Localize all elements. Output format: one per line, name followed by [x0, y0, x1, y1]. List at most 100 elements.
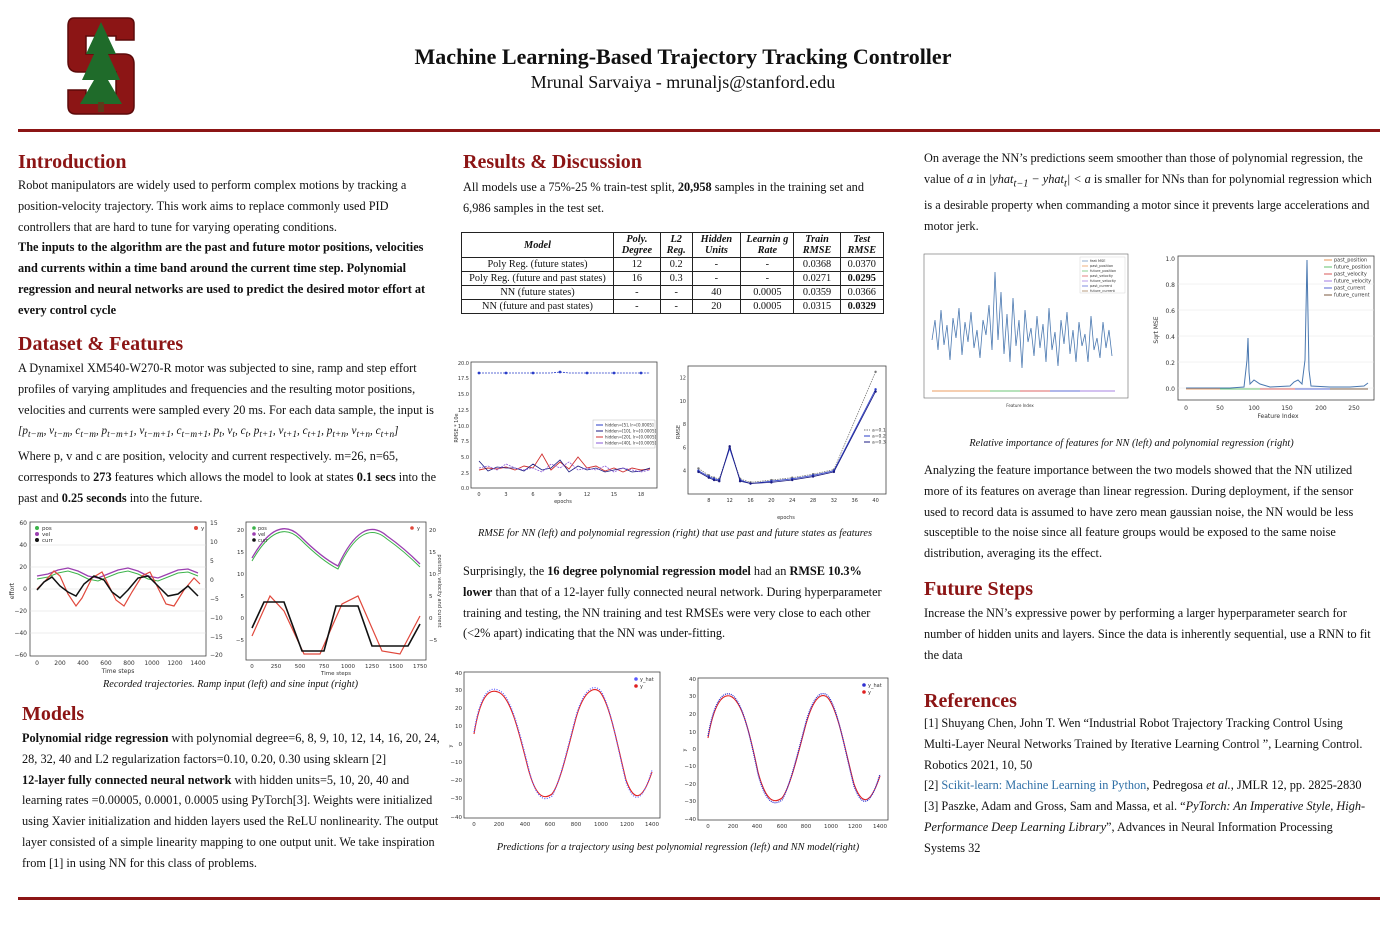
svg-text:Feature Index: Feature Index: [1006, 403, 1034, 408]
svg-text:250: 250: [271, 664, 282, 670]
smooth-text-e: is smaller for NNs than for polynomial r…: [924, 171, 1372, 233]
svg-text:0: 0: [250, 664, 254, 670]
svg-text:1400: 1400: [645, 822, 659, 828]
svg-text:0: 0: [241, 616, 245, 622]
y-tick-label: 6: [683, 445, 686, 451]
legend-entry: a=0.3: [872, 440, 886, 446]
results-text-1c: samples in the training set and 6,986 sa…: [463, 180, 864, 215]
svg-text:0: 0: [693, 747, 697, 753]
table-cell: 0.0370: [839, 257, 885, 272]
svg-text:past_position: past_position: [1334, 258, 1367, 264]
svg-text:0: 0: [429, 616, 433, 622]
rmse-improvement: RMSE 10.3% lower: [463, 564, 862, 599]
svg-text:50: 50: [1216, 405, 1224, 412]
table-header: Hidden Units: [691, 232, 742, 258]
svg-text:future_velocity: future_velocity: [1090, 279, 1116, 283]
results-table: Model Poly. Degree L2 Reg. Hidden Units …: [461, 232, 885, 314]
x-tick-label: 40: [872, 498, 878, 504]
reference-item: [1] Shuyang Chen, John T. Wen “Industria…: [924, 716, 1363, 772]
table-cell: 0.0005: [740, 299, 795, 314]
x-tick-label: 16: [747, 498, 753, 504]
table-cell: -: [740, 257, 795, 272]
sklearn-link[interactable]: Scikit-learn: Machine Learning in Python: [941, 778, 1147, 793]
x-tick-label: 8: [707, 498, 710, 504]
discussion-text-a: Surprisingly, the: [463, 564, 548, 578]
best-poly-model: 16 degree polynomial regression model: [547, 564, 751, 578]
svg-text:RMSE * 10e: RMSE * 10e: [454, 413, 460, 442]
ref2-etal: et al.: [1206, 778, 1231, 793]
data-point: [707, 476, 711, 479]
svg-text:y_hat: y_hat: [640, 677, 654, 683]
bottom-divider: [18, 897, 1380, 900]
svg-text:40: 40: [19, 542, 27, 549]
data-point: [811, 475, 815, 478]
table-cell: 0.0295: [839, 271, 885, 286]
nn-predictions-chart: 40 30 20 10 0 −10 −20 −30 −40 0 200 400 600 800 100…: [682, 677, 889, 830]
ref3-tail: ”, Advances in Neural Information Proces…: [924, 819, 1333, 855]
svg-text:−5: −5: [429, 638, 438, 644]
svg-text:1000: 1000: [824, 824, 838, 830]
svg-text:Time steps: Time steps: [101, 668, 135, 675]
svg-text:7.5: 7.5: [461, 439, 469, 445]
svg-text:−20: −20: [684, 782, 696, 788]
data-point: [712, 478, 716, 482]
table-cell: -: [613, 285, 661, 300]
ref2-text: , Pedregosa: [1146, 778, 1207, 793]
svg-text:−5: −5: [210, 596, 219, 603]
table-cell: -: [740, 271, 795, 286]
x-tick-label: 20: [768, 498, 774, 504]
svg-text:future_position: future_position: [1090, 269, 1116, 273]
results-text-1a: All models use a 75%-25 % train-test spl…: [463, 180, 678, 194]
svg-text:y: y: [417, 526, 420, 532]
svg-text:past_velocity: past_velocity: [1334, 272, 1367, 278]
ref3-title: PyTorch: An Imperative Style, High-Perfo…: [924, 799, 1366, 834]
sine-trajectory-chart: 20 15 10 5 0 −5 20 15 10 5 0 −5 0 250 500 750 1000 1…: [236, 521, 442, 676]
table-cell: 0.0359: [793, 285, 841, 300]
svg-text:vel: vel: [42, 532, 51, 538]
x-tick-label: 28: [810, 498, 816, 504]
data-point: [874, 370, 877, 374]
svg-text:0: 0: [477, 492, 480, 498]
svg-text:effort: effort: [9, 582, 16, 599]
svg-text:0: 0: [23, 586, 27, 593]
svg-text:−40: −40: [14, 630, 27, 637]
svg-text:1200: 1200: [167, 660, 182, 667]
poster-title: Machine Learning-Based Trajectory Tracki…: [414, 44, 952, 69]
table-cell: NN (future states): [461, 285, 614, 300]
table-cell: 16: [613, 271, 661, 286]
svg-text:800: 800: [123, 660, 135, 667]
data-point: [697, 470, 700, 474]
trajectory-caption: Recorded trajectories. Ramp input (left)…: [103, 679, 358, 690]
results-heading: Results & Discussion: [463, 151, 642, 173]
svg-text:−10: −10: [210, 615, 223, 622]
reference-item: [2] Scikit-learn: Machine Learning in Py…: [924, 775, 1372, 796]
svg-text:−10: −10: [450, 760, 462, 766]
svg-text:future_current: future_current: [1090, 289, 1116, 293]
feature-count: 273: [93, 470, 112, 485]
models-heading: Models: [22, 703, 85, 725]
svg-text:0: 0: [459, 742, 463, 748]
svg-text:200: 200: [54, 660, 66, 667]
past-window: 0.1 secs: [356, 470, 396, 485]
intro-text: Robot manipulators are widely used to pe…: [18, 178, 407, 234]
svg-text:9: 9: [558, 492, 561, 498]
svg-text:epochs: epochs: [554, 499, 572, 505]
svg-text:past_position: past_position: [1090, 264, 1113, 268]
importance-caption: Relative importance of features for NN (…: [969, 438, 1294, 449]
svg-text:position, velocity and current: position, velocity and current: [436, 554, 442, 627]
svg-text:20: 20: [237, 528, 244, 534]
data-point: [770, 481, 773, 484]
svg-text:pos: pos: [42, 526, 52, 532]
svg-text:20: 20: [429, 528, 436, 534]
svg-text:Feature Index: Feature Index: [1257, 413, 1299, 420]
svg-text:30: 30: [689, 694, 696, 700]
svg-text:Time steps: Time steps: [320, 671, 351, 676]
smoothness-paragraph: On average the NN’s predictions seem smo…: [924, 148, 1372, 237]
data-point: [874, 388, 877, 391]
smooth-inequality: |yhatt−1 − yhatt| < a: [988, 171, 1091, 190]
svg-text:18: 18: [638, 492, 644, 498]
x-tick-label: 12: [726, 498, 732, 504]
table-cell: 0.0271: [793, 271, 841, 286]
svg-text:0: 0: [706, 824, 710, 830]
